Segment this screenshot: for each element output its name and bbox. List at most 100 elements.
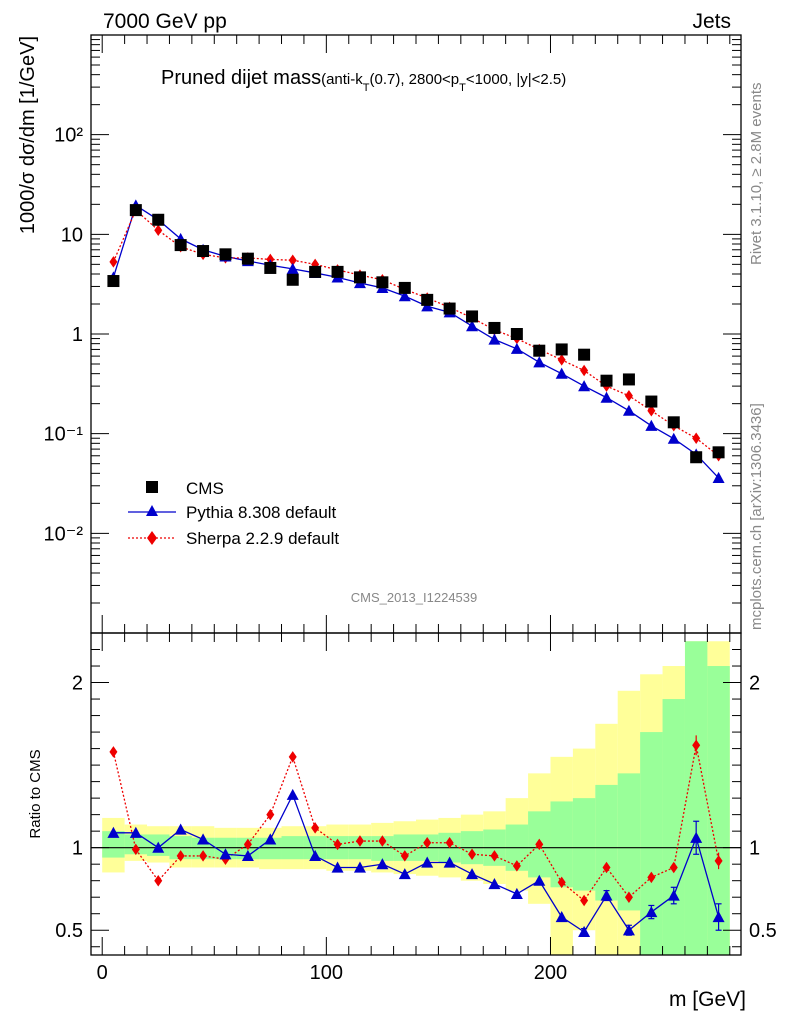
sherpa-ratio-point (580, 894, 589, 907)
cms-data-point (667, 416, 680, 429)
cms-data-point (510, 328, 523, 340)
cms-data-point (353, 271, 366, 284)
pythia-ratio-point (510, 887, 523, 900)
pythia-ratio-point (645, 906, 658, 918)
ratio-axes: 0.5 0.5 1 1 2 2 0 100 200 (55, 633, 777, 984)
inner-uncertainty-band (595, 784, 618, 901)
cms-data-point (488, 321, 501, 334)
cms-data-point (645, 395, 658, 408)
cms-data-point (600, 374, 613, 387)
pythia-main-point (712, 471, 725, 483)
legend: CMS Pythia 8.308 default Sherpa 2.2.9 de… (128, 479, 339, 548)
inner-uncertainty-band (617, 773, 641, 911)
legend-cms-label: CMS (186, 479, 224, 498)
sherpa-main-point (692, 432, 701, 444)
pythia-ratio-point (219, 848, 232, 860)
pythia-main-line (112, 204, 720, 479)
pythia-ratio-point (466, 868, 479, 880)
plot-title-main: Pruned dijet mass (161, 67, 321, 89)
sherpa-main-point (154, 224, 163, 236)
pythia-ratio-point (600, 889, 613, 901)
cms-data-point (309, 265, 322, 278)
legend-sherpa-label: Sherpa 2.2.9 default (186, 529, 339, 548)
sherpa-ratio-point (669, 861, 678, 874)
cms-data-point (107, 275, 120, 288)
pythia-ratio-point (286, 788, 299, 800)
sherpa-ratio-point (445, 836, 454, 849)
ratio-y-tick-label: 0.5 (55, 920, 83, 942)
sherpa-ratio-point (199, 850, 208, 862)
sherpa-main-point (647, 404, 656, 417)
header-left: 7000 GeV pp (103, 10, 227, 33)
sherpa-ratio-point (692, 739, 701, 752)
pythia-main-point (488, 333, 501, 345)
main-y-tick-label: 10² (54, 125, 83, 147)
legend-sherpa-marker (147, 531, 157, 545)
ratio-y-tick-label: 2 (72, 673, 83, 695)
cms-data-point (466, 310, 479, 323)
sherpa-ratio-point (490, 850, 499, 862)
main-axes: 10⁻² 10⁻¹ 1 10 10² (44, 35, 741, 634)
cms-data-point (174, 239, 187, 252)
cms-data-point (578, 348, 591, 361)
sherpa-main-point (557, 354, 566, 366)
sherpa-ratio-point (176, 850, 185, 862)
inner-uncertainty-band (707, 666, 730, 955)
pythia-ratio-point (690, 831, 703, 843)
sherpa-main-point (288, 254, 297, 266)
inner-uncertainty-band (640, 732, 663, 955)
pythia-ratio-point (443, 856, 456, 868)
cms-data-point (622, 373, 635, 386)
ratio-y-tick-label-right: 1 (749, 838, 760, 860)
cms-data-point (376, 276, 389, 289)
ratio-y-tick-label: 1 (72, 838, 83, 860)
ratio-panel: 0.5 0.5 1 1 2 2 0 100 200 Ratio to CMS m [GeV] (27, 632, 777, 1011)
ratio-y-tick-label-right: 0.5 (749, 920, 777, 942)
main-y-tick-label: 10⁻² (44, 523, 84, 545)
x-tick-label: 200 (534, 962, 567, 984)
main-marks (107, 199, 725, 483)
sherpa-ratio-point (602, 861, 611, 874)
plot-title: Pruned dijet mass(anti-kT(0.7), 2800<pT<… (161, 67, 566, 94)
sherpa-ratio-point (109, 746, 118, 758)
inner-uncertainty-band (371, 836, 394, 861)
pythia-ratio-point (174, 823, 187, 835)
sherpa-ratio-point (266, 808, 275, 821)
pythia-ratio-point (398, 868, 411, 880)
ratio-marks (107, 735, 725, 937)
ratio-y-label: Ratio to CMS (27, 749, 44, 838)
pythia-ratio-point (622, 924, 635, 936)
legend-cms-marker (146, 481, 158, 493)
plot-title-sub-1: (anti-k (321, 71, 363, 88)
pythia-main-point (667, 432, 680, 444)
sherpa-main-point (580, 364, 589, 377)
sherpa-main-point (624, 390, 633, 402)
sherpa-ratio-point (131, 843, 140, 856)
main-y-tick-label: 1 (72, 324, 83, 346)
sherpa-ratio-point (243, 838, 252, 851)
sherpa-ratio-point (288, 751, 297, 763)
pythia-ratio-point (241, 849, 254, 862)
sherpa-ratio-point (423, 836, 432, 849)
cms-data-point (712, 446, 725, 459)
cms-data-point (533, 344, 546, 357)
legend-pythia-marker (146, 505, 158, 516)
sherpa-ratio-point (400, 850, 409, 862)
ratio-y-tick-label-right: 2 (749, 673, 760, 695)
pythia-ratio-point (353, 861, 366, 873)
cms-data-point (129, 204, 142, 217)
cms-data-point (331, 265, 344, 278)
pythia-ratio-point (712, 911, 725, 923)
sherpa-ratio-point (468, 848, 477, 861)
pythia-main-point (578, 380, 591, 392)
pythia-main-point (555, 367, 568, 379)
sherpa-ratio-line (112, 745, 720, 902)
main-y-tick-label: 10 (61, 224, 83, 246)
inner-uncertainty-band (684, 641, 708, 955)
pythia-ratio-point (578, 925, 591, 937)
pythia-ratio-point (421, 856, 434, 868)
sherpa-ratio-point (512, 860, 521, 872)
pythia-main-point (466, 320, 479, 332)
